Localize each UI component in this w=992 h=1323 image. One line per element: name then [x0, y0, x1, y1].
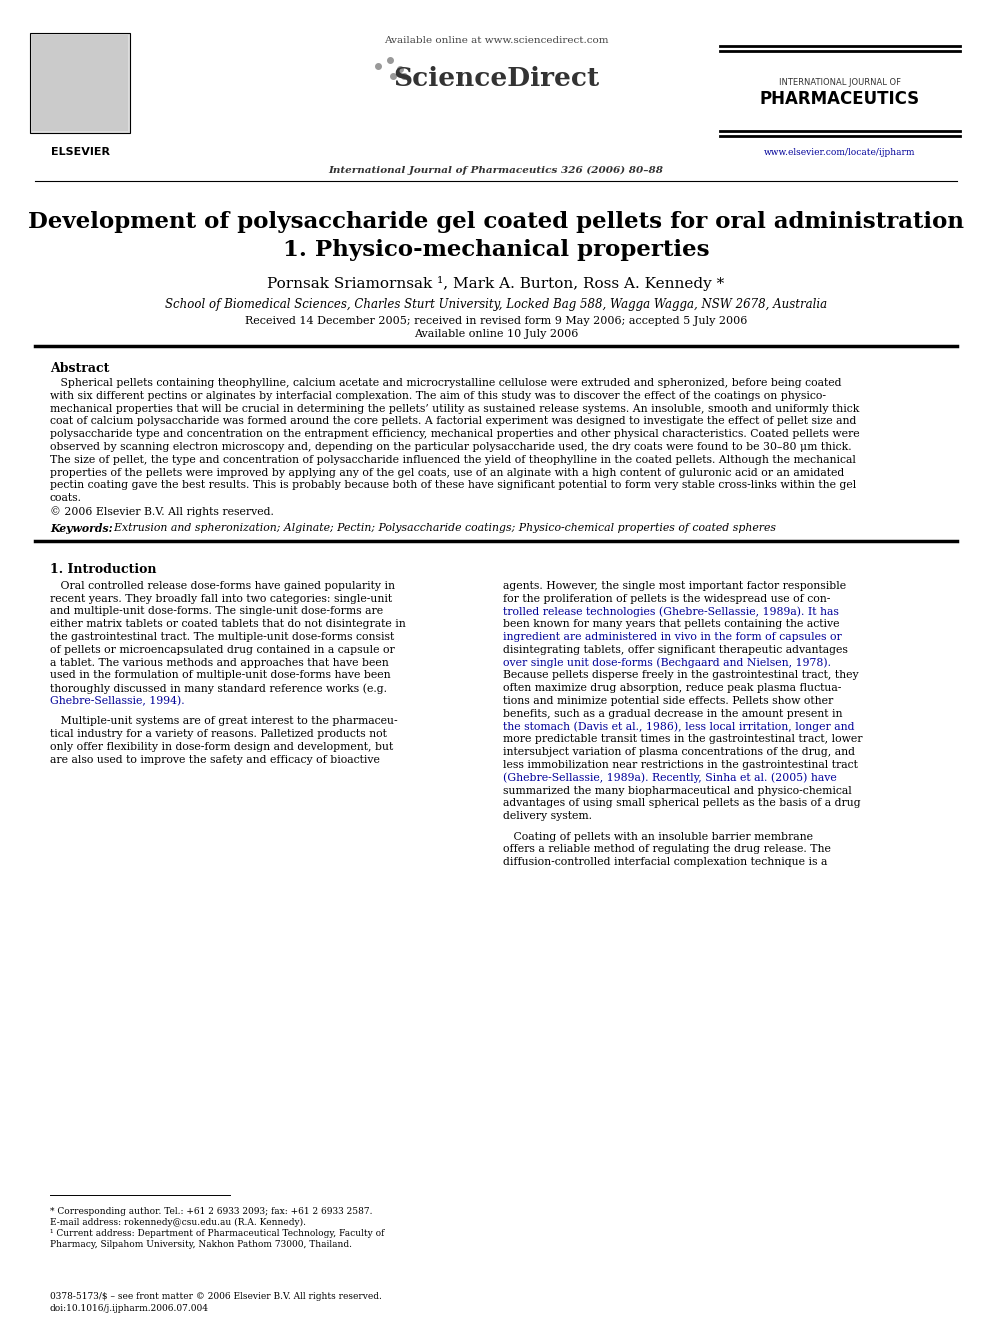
Text: with six different pectins or alginates by interfacial complexation. The aim of : with six different pectins or alginates … — [50, 390, 826, 401]
Text: coats.: coats. — [50, 493, 82, 503]
Text: Pharmacy, Silpahom University, Nakhon Pathom 73000, Thailand.: Pharmacy, Silpahom University, Nakhon Pa… — [50, 1240, 352, 1249]
Text: thoroughly discussed in many standard reference works (e.g.: thoroughly discussed in many standard re… — [50, 683, 387, 693]
Text: more predictable transit times in the gastrointestinal tract, lower: more predictable transit times in the ga… — [503, 734, 862, 745]
Text: Development of polysaccharide gel coated pellets for oral administration: Development of polysaccharide gel coated… — [28, 210, 964, 233]
Text: Pornsak Sriamornsak ¹, Mark A. Burton, Ross A. Kennedy *: Pornsak Sriamornsak ¹, Mark A. Burton, R… — [268, 277, 724, 291]
Text: Coating of pellets with an insoluble barrier membrane: Coating of pellets with an insoluble bar… — [503, 832, 813, 841]
Text: PHARMACEUTICS: PHARMACEUTICS — [760, 90, 920, 108]
Text: summarized the many biopharmaceutical and physico-chemical: summarized the many biopharmaceutical an… — [503, 786, 852, 795]
Text: ¹ Current address: Department of Pharmaceutical Technology, Faculty of: ¹ Current address: Department of Pharmac… — [50, 1229, 384, 1238]
Text: www.elsevier.com/locate/ijpharm: www.elsevier.com/locate/ijpharm — [764, 148, 916, 157]
Text: School of Biomedical Sciences, Charles Sturt University, Locked Bag 588, Wagga W: School of Biomedical Sciences, Charles S… — [165, 298, 827, 311]
Text: delivery system.: delivery system. — [503, 811, 592, 822]
Text: tical industry for a variety of reasons. Palletized products not: tical industry for a variety of reasons.… — [50, 729, 387, 740]
Text: pectin coating gave the best results. This is probably because both of these hav: pectin coating gave the best results. Th… — [50, 480, 856, 491]
Text: polysaccharide type and concentration on the entrapment efficiency, mechanical p: polysaccharide type and concentration on… — [50, 429, 860, 439]
Text: been known for many years that pellets containing the active: been known for many years that pellets c… — [503, 619, 839, 630]
Text: intersubject variation of plasma concentrations of the drug, and: intersubject variation of plasma concent… — [503, 747, 855, 757]
Text: (Ghebre-Sellassie, 1989a). Recently, Sinha et al. (2005) have: (Ghebre-Sellassie, 1989a). Recently, Sin… — [503, 773, 836, 783]
Text: Available online 10 July 2006: Available online 10 July 2006 — [414, 329, 578, 339]
Text: Available online at www.sciencedirect.com: Available online at www.sciencedirect.co… — [384, 36, 608, 45]
Text: observed by scanning electron microscopy and, depending on the particular polysa: observed by scanning electron microscopy… — [50, 442, 851, 452]
Text: offers a reliable method of regulating the drug release. The: offers a reliable method of regulating t… — [503, 844, 831, 855]
Text: disintegrating tablets, offer significant therapeutic advantages: disintegrating tablets, offer significan… — [503, 644, 848, 655]
Text: properties of the pellets were improved by applying any of the gel coats, use of: properties of the pellets were improved … — [50, 467, 844, 478]
Text: Abstract: Abstract — [50, 363, 109, 374]
Text: advantages of using small spherical pellets as the basis of a drug: advantages of using small spherical pell… — [503, 798, 861, 808]
Text: Ghebre-Sellassie, 1994).: Ghebre-Sellassie, 1994). — [50, 696, 185, 706]
Text: coat of calcium polysaccharide was formed around the core pellets. A factorial e: coat of calcium polysaccharide was forme… — [50, 417, 856, 426]
Text: the gastrointestinal tract. The multiple-unit dose-forms consist: the gastrointestinal tract. The multiple… — [50, 632, 394, 642]
Text: doi:10.1016/j.ijpharm.2006.07.004: doi:10.1016/j.ijpharm.2006.07.004 — [50, 1304, 209, 1312]
Text: © 2006 Elsevier B.V. All rights reserved.: © 2006 Elsevier B.V. All rights reserved… — [50, 505, 274, 517]
Text: less immobilization near restrictions in the gastrointestinal tract: less immobilization near restrictions in… — [503, 759, 858, 770]
Text: E-mail address: rokennedy@csu.edu.au (R.A. Kennedy).: E-mail address: rokennedy@csu.edu.au (R.… — [50, 1218, 306, 1228]
Text: and multiple-unit dose-forms. The single-unit dose-forms are: and multiple-unit dose-forms. The single… — [50, 606, 383, 617]
Text: mechanical properties that will be crucial in determining the pellets’ utility a: mechanical properties that will be cruci… — [50, 404, 859, 414]
Text: Keywords:: Keywords: — [50, 523, 113, 533]
Text: Oral controlled release dose-forms have gained popularity in: Oral controlled release dose-forms have … — [50, 581, 395, 591]
Text: 0378-5173/$ – see front matter © 2006 Elsevier B.V. All rights reserved.: 0378-5173/$ – see front matter © 2006 El… — [50, 1293, 382, 1301]
Text: over single unit dose-forms (Bechgaard and Nielsen, 1978).: over single unit dose-forms (Bechgaard a… — [503, 658, 831, 668]
Text: INTERNATIONAL JOURNAL OF: INTERNATIONAL JOURNAL OF — [779, 78, 901, 87]
Text: ingredient are administered in vivo in the form of capsules or: ingredient are administered in vivo in t… — [503, 632, 842, 642]
Text: often maximize drug absorption, reduce peak plasma fluctua-: often maximize drug absorption, reduce p… — [503, 683, 841, 693]
Bar — [30, 33, 130, 134]
Text: International Journal of Pharmaceutics 326 (2006) 80–88: International Journal of Pharmaceutics 3… — [328, 165, 664, 175]
Text: recent years. They broadly fall into two categories: single-unit: recent years. They broadly fall into two… — [50, 594, 392, 603]
Text: used in the formulation of multiple-unit dose-forms have been: used in the formulation of multiple-unit… — [50, 671, 391, 680]
Text: only offer flexibility in dose-form design and development, but: only offer flexibility in dose-form desi… — [50, 742, 393, 751]
Text: diffusion-controlled interfacial complexation technique is a: diffusion-controlled interfacial complex… — [503, 857, 827, 868]
Text: Multiple-unit systems are of great interest to the pharmaceu-: Multiple-unit systems are of great inter… — [50, 717, 398, 726]
Text: Received 14 December 2005; received in revised form 9 May 2006; accepted 5 July : Received 14 December 2005; received in r… — [245, 316, 747, 325]
Text: trolled release technologies (Ghebre-Sellassie, 1989a). It has: trolled release technologies (Ghebre-Sel… — [503, 606, 839, 617]
Text: ELSEVIER: ELSEVIER — [51, 147, 109, 157]
Text: of pellets or microencapsulated drug contained in a capsule or: of pellets or microencapsulated drug con… — [50, 644, 395, 655]
Text: 1. Introduction: 1. Introduction — [50, 562, 157, 576]
Bar — [32, 34, 128, 131]
Text: 1. Physico-mechanical properties: 1. Physico-mechanical properties — [283, 239, 709, 261]
Text: either matrix tablets or coated tablets that do not disintegrate in: either matrix tablets or coated tablets … — [50, 619, 406, 630]
Text: ScienceDirect: ScienceDirect — [393, 66, 599, 91]
Text: the stomach (Davis et al., 1986), less local irritation, longer and: the stomach (Davis et al., 1986), less l… — [503, 721, 854, 732]
Text: tions and minimize potential side effects. Pellets show other: tions and minimize potential side effect… — [503, 696, 833, 706]
Text: are also used to improve the safety and efficacy of bioactive: are also used to improve the safety and … — [50, 755, 380, 765]
Text: Because pellets disperse freely in the gastrointestinal tract, they: Because pellets disperse freely in the g… — [503, 671, 859, 680]
Text: for the proliferation of pellets is the widespread use of con-: for the proliferation of pellets is the … — [503, 594, 830, 603]
Text: Extrusion and spheronization; Alginate; Pectin; Polysaccharide coatings; Physico: Extrusion and spheronization; Alginate; … — [107, 523, 776, 533]
Text: agents. However, the single most important factor responsible: agents. However, the single most importa… — [503, 581, 846, 591]
Text: a tablet. The various methods and approaches that have been: a tablet. The various methods and approa… — [50, 658, 389, 668]
Text: Spherical pellets containing theophylline, calcium acetate and microcrystalline : Spherical pellets containing theophyllin… — [50, 378, 841, 388]
Text: The size of pellet, the type and concentration of polysaccharide influenced the : The size of pellet, the type and concent… — [50, 455, 856, 464]
Text: * Corresponding author. Tel.: +61 2 6933 2093; fax: +61 2 6933 2587.: * Corresponding author. Tel.: +61 2 6933… — [50, 1207, 373, 1216]
Text: benefits, such as a gradual decrease in the amount present in: benefits, such as a gradual decrease in … — [503, 709, 842, 718]
